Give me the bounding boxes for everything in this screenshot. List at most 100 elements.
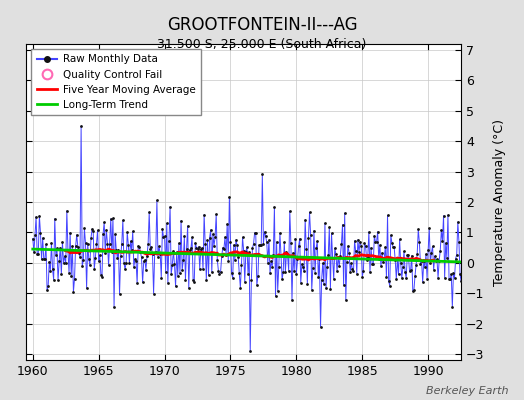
Point [314,274,323,280]
Point [152,197,161,204]
Point [387,232,395,238]
Point [248,245,257,251]
Point [136,249,145,256]
Point [344,243,352,249]
Point [287,240,295,246]
Point [212,211,221,218]
Point [441,274,449,281]
Point [238,234,247,240]
Point [244,271,252,278]
Point [78,263,86,269]
Point [82,285,91,292]
Point [213,257,222,263]
Point [243,244,251,250]
Point [413,251,421,257]
Point [442,240,450,246]
Point [182,246,191,252]
Point [283,252,292,259]
Point [144,241,152,247]
Point [342,297,350,303]
Point [102,227,111,233]
Point [116,253,125,260]
Point [206,226,215,233]
Point [41,256,49,262]
Point [203,237,212,244]
Point [68,243,77,249]
Point [166,204,174,210]
Point [75,250,83,256]
Point [76,254,84,260]
Point [125,260,134,266]
Point [395,271,403,278]
Point [239,248,248,254]
Point [370,233,378,239]
Point [309,264,317,271]
Point [234,254,243,260]
Point [159,234,168,240]
Point [109,215,117,222]
Point [174,240,183,247]
Point [194,244,203,250]
Point [437,227,445,234]
Point [37,256,46,262]
Point [361,240,369,246]
Point [188,234,196,240]
Point [247,277,256,283]
Point [304,235,313,241]
Point [362,243,370,249]
Point [420,258,428,264]
Point [430,266,438,273]
Point [128,228,137,235]
Point [95,252,104,258]
Point [347,260,355,266]
Point [354,236,362,243]
Point [381,244,389,250]
Point [438,238,446,244]
Point [121,266,129,272]
Point [227,270,236,276]
Point [434,274,442,281]
Point [460,220,468,226]
Point [345,249,353,256]
Point [308,286,316,293]
Point [193,246,202,252]
Y-axis label: Temperature Anomaly (°C): Temperature Anomaly (°C) [493,118,506,286]
Point [358,274,366,280]
Point [373,239,381,245]
Point [292,271,301,277]
Point [325,224,333,230]
Point [88,226,96,232]
Point [180,233,189,240]
Point [91,254,100,261]
Point [38,235,47,241]
Point [329,255,337,261]
Point [150,250,159,256]
Point [357,242,365,249]
Point [46,268,54,274]
Point [356,238,364,245]
Point [101,250,110,256]
Point [261,232,270,239]
Point [450,275,458,281]
Point [204,272,213,278]
Point [260,229,269,235]
Point [219,244,227,251]
Point [462,269,471,275]
Point [43,287,51,294]
Point [216,269,225,275]
Point [377,263,385,269]
Point [221,234,229,240]
Point [321,220,329,226]
Point [280,239,289,245]
Point [252,230,260,236]
Point [157,275,166,281]
Point [242,248,250,255]
Point [311,270,319,276]
Point [138,279,147,286]
Point [140,256,149,263]
Point [214,268,223,274]
Point [178,267,187,274]
Point [334,254,342,260]
Point [418,258,426,264]
Point [444,212,452,218]
